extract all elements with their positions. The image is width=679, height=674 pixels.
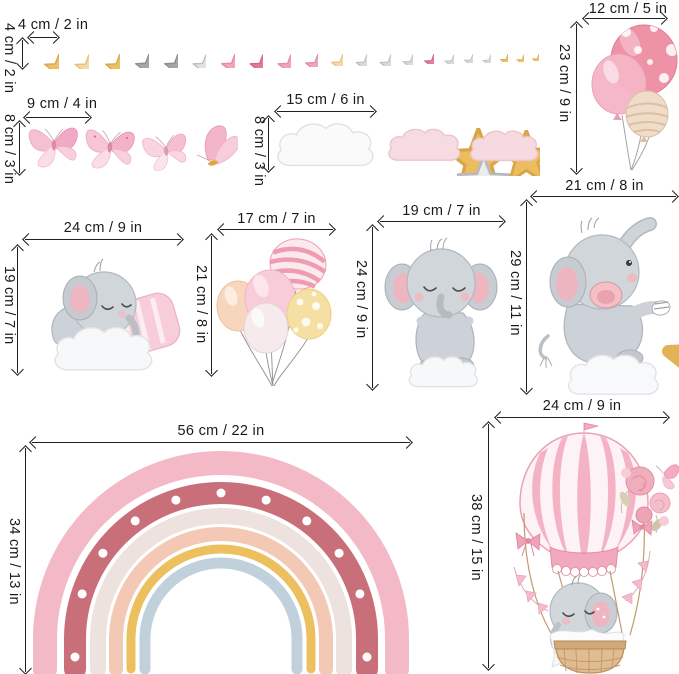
garland-star-icon	[509, 47, 524, 62]
clouds-height-label: 8 cm / 3 in	[251, 116, 267, 187]
bow-icon	[515, 532, 541, 557]
clouds-art	[277, 123, 540, 176]
garland-star-icon	[150, 40, 178, 68]
trunk-elephant-height-arrow	[526, 202, 527, 392]
cloud-icon	[567, 354, 660, 396]
balloon-bunch-height-arrow	[211, 236, 212, 374]
air-balloon-height-label: 38 cm / 15 in	[468, 494, 484, 581]
star-elephant-art	[384, 237, 502, 390]
sleeping-elephant-art	[51, 258, 181, 371]
balloon-trio-width-arrow	[585, 18, 665, 19]
rainbow-height-label: 34 cm / 13 in	[6, 518, 22, 605]
clouds-height-arrow	[268, 118, 269, 170]
garland-star-icon	[292, 41, 318, 67]
sleeping-elephant-width-label: 24 cm / 9 in	[63, 220, 143, 236]
garland-star-icon	[90, 39, 120, 69]
pink-cloud-icon	[388, 128, 461, 161]
air-balloon-height-arrow	[488, 424, 489, 668]
butterflies-width-arrow	[26, 117, 89, 118]
star-elephant-width-arrow	[380, 221, 503, 222]
trunk-elephant-width-label: 21 cm / 8 in	[565, 178, 644, 194]
air-balloon-width-label: 24 cm / 9 in	[542, 398, 622, 414]
sleeping-elephant-height-arrow	[17, 247, 18, 373]
garland-star-icon	[392, 44, 413, 65]
flag-icon	[583, 422, 599, 435]
rainbow-art	[33, 451, 409, 674]
star-garland-row	[29, 38, 539, 70]
garland-star-icon	[525, 47, 539, 61]
sleeping-elephant-width-arrow	[25, 239, 181, 240]
roses	[619, 466, 671, 534]
garland-star-icon	[435, 45, 454, 64]
balloon-trio-width-label: 12 cm / 5 in	[588, 1, 668, 17]
white-cloud-icon	[277, 123, 374, 167]
star-elephant-height-arrow	[372, 227, 373, 388]
air-balloon-width-arrow	[497, 417, 667, 418]
rainbow-width-label: 56 cm / 22 in	[177, 423, 265, 439]
garland-star-icon	[121, 40, 149, 68]
clouds-width-label: 15 cm / 6 in	[286, 92, 365, 108]
balloon-trio-art	[591, 24, 678, 171]
balloon-trio-height-arrow	[576, 24, 577, 172]
garland-star-icon	[492, 46, 508, 62]
trunk-elephant-width-arrow	[533, 196, 676, 197]
star-garland-width-label: 4 cm / 2 in	[18, 17, 89, 33]
balloon-bunch-height-label: 21 cm / 8 in	[193, 265, 209, 344]
garland-star-icon	[236, 41, 263, 68]
garland-star-icon	[60, 40, 89, 69]
garland-star-icon	[414, 44, 434, 64]
butterfly-icon	[85, 129, 135, 169]
balloon-bunch-width-label: 17 cm / 7 in	[237, 211, 316, 227]
air-balloon-art	[513, 422, 679, 674]
balloon-bunch-art	[216, 238, 332, 387]
balloon-bunch-width-arrow	[220, 229, 333, 230]
trunk-elephant-height-label: 29 cm / 11 in	[507, 250, 523, 336]
butterfly-icon	[196, 125, 238, 166]
butterflies-width-label: 9 cm / 4 in	[27, 96, 98, 112]
garland-star-icon	[368, 43, 391, 66]
star-garland-height-arrow	[22, 40, 23, 67]
star-garland-width-arrow	[30, 37, 57, 38]
garland-star-icon	[179, 41, 206, 68]
butterflies-art	[28, 125, 238, 172]
rainbow-width-arrow	[32, 442, 410, 443]
balloon-trio-height-label: 23 cm / 9 in	[556, 44, 572, 123]
garland-star-icon	[319, 42, 343, 66]
butterfly-icon	[28, 127, 78, 168]
garland-star-icon	[207, 40, 235, 68]
trunk-elephant-art	[538, 217, 679, 400]
sleeping-elephant-height-label: 19 cm / 7 in	[1, 266, 17, 345]
butterflies-height-arrow	[19, 123, 20, 173]
bow-icon	[631, 519, 653, 536]
star-garland-height-label: 4 cm / 2 in	[1, 23, 17, 94]
garland-star-icon	[264, 41, 291, 68]
garland-star-icon	[455, 45, 473, 63]
butterfly-icon	[655, 464, 679, 490]
butterflies-height-label: 8 cm / 3 in	[1, 114, 17, 185]
star-elephant-width-label: 19 cm / 7 in	[402, 203, 481, 219]
star-elephant-height-label: 24 cm / 9 in	[353, 260, 369, 339]
rainbow-height-arrow	[25, 448, 26, 672]
garland-star-icon	[29, 39, 59, 69]
gold-star-icon	[668, 265, 679, 400]
clouds-width-arrow	[277, 111, 374, 112]
garland-star-icon	[344, 43, 367, 66]
garland-star-icon	[474, 46, 491, 63]
butterfly-icon	[142, 133, 187, 172]
